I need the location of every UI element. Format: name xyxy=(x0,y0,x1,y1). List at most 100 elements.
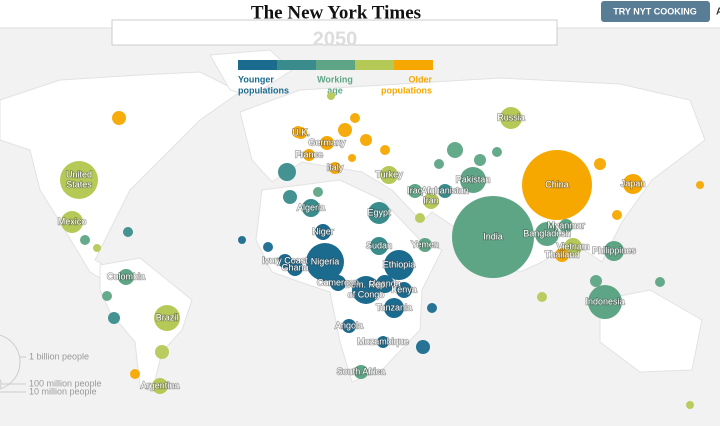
country-bubble xyxy=(460,167,486,193)
country-label: Mozambique xyxy=(357,336,409,346)
country-label: Dem. Rep. xyxy=(344,279,387,289)
bubble xyxy=(380,145,390,155)
bubble xyxy=(415,213,425,223)
country-label: Egypt xyxy=(367,207,391,217)
legend-label: Working xyxy=(317,74,353,84)
country-label: Brazil xyxy=(156,312,179,322)
country-bubble xyxy=(368,202,390,224)
country-bubble xyxy=(60,161,98,199)
country-label: Cameroon xyxy=(317,277,359,287)
country-label: China xyxy=(545,179,569,189)
bubble xyxy=(327,92,335,100)
country-bubble xyxy=(396,282,412,298)
bubble xyxy=(348,154,356,162)
legend-label: Younger xyxy=(238,74,274,84)
country-bubble xyxy=(604,241,624,261)
country-bubble xyxy=(154,305,180,331)
country-bubble xyxy=(302,199,320,217)
bubble xyxy=(492,147,502,157)
legend: YoungerpopulationsWorkingageOlderpopulat… xyxy=(238,60,433,95)
bubble xyxy=(283,190,297,204)
size-label: 1 billion people xyxy=(29,351,89,361)
edge-text[interactable]: A xyxy=(716,7,720,18)
cooking-button-text[interactable]: TRY NYT COOKING xyxy=(613,6,697,16)
country-label: Colombia xyxy=(107,271,145,281)
bubble xyxy=(238,236,246,244)
cooking-button[interactable] xyxy=(601,1,710,22)
country-bubble xyxy=(342,319,356,333)
country-bubble xyxy=(295,127,307,139)
legend-label: populations xyxy=(381,85,432,95)
country-bubble xyxy=(384,250,414,280)
bubble xyxy=(350,113,360,123)
bubble xyxy=(434,159,444,169)
bubble xyxy=(590,275,602,287)
country-bubble xyxy=(152,378,168,394)
north-america xyxy=(0,71,241,291)
country-bubble xyxy=(423,193,439,209)
country-label: Kenya xyxy=(391,284,417,294)
country-label: Turkey xyxy=(375,169,403,179)
size-label: 100 million people xyxy=(29,378,102,388)
country-label: Germany xyxy=(308,137,346,147)
country-label: U.K. xyxy=(292,127,310,137)
year: 2050 xyxy=(313,28,358,50)
country-bubble xyxy=(522,150,592,220)
country-label: Pakistan xyxy=(456,174,491,184)
country-bubble xyxy=(408,184,422,198)
legend-swatch xyxy=(316,60,355,70)
country-label: Mexico xyxy=(58,216,87,226)
bubble xyxy=(278,163,296,181)
legend-label: age xyxy=(327,85,343,95)
country-label: States xyxy=(66,179,92,189)
land xyxy=(0,49,706,393)
country-label: Niger xyxy=(312,226,334,236)
country-label: Algeria xyxy=(297,202,325,212)
logo[interactable]: The New York Times xyxy=(251,2,421,23)
country-label: Russia xyxy=(497,112,525,122)
country-label: Afghanistan xyxy=(421,185,469,195)
bubble xyxy=(427,303,437,313)
country-label: Myanmar xyxy=(547,220,585,230)
bubble xyxy=(263,242,273,252)
bubble xyxy=(338,123,352,137)
country-bubble xyxy=(315,224,331,240)
country-label: Sudan xyxy=(366,240,392,250)
bubble xyxy=(474,154,486,166)
country-label: Indonesia xyxy=(585,296,624,306)
bubble xyxy=(360,134,372,146)
country-label: Yemen xyxy=(411,239,439,249)
country-label: Japan xyxy=(621,178,646,188)
country-label: Argentina xyxy=(141,380,180,390)
country-label: India xyxy=(483,231,503,241)
country-bubble xyxy=(118,269,134,285)
bubble xyxy=(123,227,133,237)
legend-label: populations xyxy=(238,85,289,95)
bubble xyxy=(80,235,90,245)
country-label: Tanzania xyxy=(376,302,412,312)
country-label: France xyxy=(295,149,323,159)
country-bubble xyxy=(564,238,582,256)
bubble xyxy=(686,401,694,409)
country-bubble xyxy=(330,275,346,291)
country-bubble xyxy=(500,107,522,129)
country-label: South Africa xyxy=(337,366,386,376)
country-bubble xyxy=(588,285,622,319)
country-bubble xyxy=(559,219,573,233)
country-bubble xyxy=(452,196,534,278)
country-bubble xyxy=(303,149,315,161)
bubble xyxy=(155,345,169,359)
country-label: Bangladesh xyxy=(523,228,571,238)
country-bubble xyxy=(555,248,569,262)
country-label: Nigeria xyxy=(311,256,340,266)
bubble xyxy=(696,181,704,189)
size-label: 10 million people xyxy=(29,386,97,396)
country-bubble xyxy=(320,136,334,150)
country-bubble xyxy=(61,211,83,233)
country-bubble xyxy=(418,238,432,252)
australia xyxy=(599,289,703,373)
country-label: Ivory Coast xyxy=(262,255,308,265)
year-box xyxy=(111,19,558,46)
